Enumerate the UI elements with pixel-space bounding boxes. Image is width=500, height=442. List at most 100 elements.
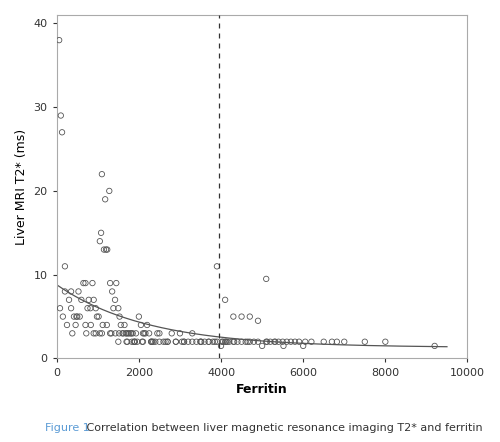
Point	[143, 321, 151, 328]
Point	[92, 330, 100, 337]
Point	[67, 305, 75, 312]
Point	[176, 330, 184, 337]
Point	[100, 246, 108, 253]
Point	[218, 338, 226, 345]
Point	[98, 171, 106, 178]
Point	[132, 330, 140, 337]
Text: Correlation between liver magnetic resonance imaging T2* and ferritin: Correlation between liver magnetic reson…	[83, 423, 482, 433]
Point	[90, 296, 98, 303]
Point	[361, 338, 369, 345]
Point	[196, 338, 204, 345]
Point	[188, 330, 196, 337]
Point	[122, 330, 130, 337]
Point	[184, 338, 192, 345]
Point	[162, 338, 170, 345]
Point	[111, 296, 119, 303]
Point	[131, 338, 139, 345]
Point	[213, 263, 221, 270]
Point	[156, 330, 164, 337]
Point	[133, 338, 141, 345]
Y-axis label: Liver MRI T2* (ms): Liver MRI T2* (ms)	[15, 129, 28, 245]
Point	[103, 246, 111, 253]
Point	[340, 338, 348, 345]
Point	[178, 338, 186, 345]
Point	[230, 338, 238, 345]
Point	[295, 338, 303, 345]
Point	[112, 279, 120, 286]
Point	[238, 338, 246, 345]
Point	[117, 321, 125, 328]
Point	[164, 338, 172, 345]
Point	[82, 330, 90, 337]
Point	[138, 338, 146, 345]
Point	[262, 338, 270, 345]
Point	[124, 338, 132, 345]
Point	[116, 313, 124, 320]
Point	[82, 321, 90, 328]
Point	[128, 330, 136, 337]
Point	[188, 338, 196, 345]
Point	[120, 321, 128, 328]
Point	[320, 338, 328, 345]
X-axis label: Ferritin: Ferritin	[236, 383, 288, 396]
Point	[204, 338, 212, 345]
Point	[126, 330, 134, 337]
Point	[115, 330, 123, 337]
Point	[164, 338, 172, 345]
Point	[84, 305, 92, 312]
Point	[120, 330, 128, 337]
Point	[263, 338, 271, 345]
Point	[230, 313, 237, 320]
Point	[97, 229, 105, 236]
Point	[139, 330, 147, 337]
Point	[258, 343, 266, 350]
Point	[328, 338, 336, 345]
Point	[308, 338, 316, 345]
Point	[108, 288, 116, 295]
Point	[122, 338, 130, 345]
Point	[219, 338, 227, 345]
Point	[114, 305, 122, 312]
Point	[61, 263, 69, 270]
Point	[145, 330, 153, 337]
Point	[122, 330, 130, 337]
Point	[209, 338, 217, 345]
Point	[172, 338, 180, 345]
Point	[211, 338, 219, 345]
Point	[200, 338, 208, 345]
Point	[135, 313, 143, 320]
Point	[72, 321, 80, 328]
Point	[92, 305, 100, 312]
Point	[192, 338, 200, 345]
Point	[142, 330, 150, 337]
Point	[250, 338, 258, 345]
Point	[90, 330, 98, 337]
Point	[382, 338, 390, 345]
Point	[430, 343, 438, 350]
Point	[299, 343, 307, 350]
Point	[85, 296, 93, 303]
Point	[242, 338, 250, 345]
Text: Figure 1: Figure 1	[45, 423, 90, 433]
Point	[196, 338, 204, 345]
Point	[108, 330, 116, 337]
Point	[125, 330, 133, 337]
Point	[271, 338, 279, 345]
Point	[88, 279, 96, 286]
Point	[180, 338, 188, 345]
Point	[80, 279, 88, 286]
Point	[246, 338, 254, 345]
Point	[112, 330, 120, 337]
Point	[118, 330, 126, 337]
Point	[128, 330, 136, 337]
Point	[234, 338, 241, 345]
Point	[67, 288, 75, 295]
Point	[266, 338, 274, 345]
Point	[154, 330, 162, 337]
Point	[55, 37, 63, 44]
Point	[213, 338, 221, 345]
Point	[230, 338, 237, 345]
Point	[102, 246, 110, 253]
Point	[198, 338, 205, 345]
Point	[147, 338, 155, 345]
